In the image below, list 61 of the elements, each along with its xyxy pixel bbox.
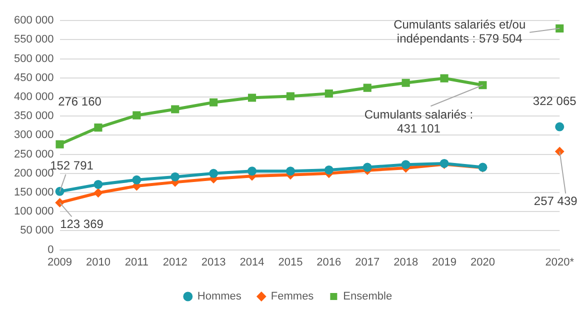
y-tick-label: 450 000 — [14, 72, 54, 84]
point — [324, 165, 334, 174]
y-tick-label: 150 000 — [14, 186, 54, 199]
x-tick-label: 2012 — [162, 256, 188, 268]
x-tick-label: 2019 — [432, 256, 457, 268]
annotation: 257 439 — [534, 194, 578, 208]
y-tick-label: 250 000 — [14, 148, 54, 160]
x-tick-label: 2017 — [355, 256, 380, 268]
point — [324, 90, 333, 98]
y-tick-label: 100 000 — [14, 206, 54, 218]
point — [94, 180, 103, 189]
y-tick-label: 0 — [48, 244, 54, 256]
x-tick-label: 2020 — [470, 256, 495, 268]
point — [56, 140, 64, 148]
x-tick-label: 2009 — [48, 256, 72, 268]
point — [286, 92, 295, 100]
x-tick-label: 2010 — [86, 256, 110, 268]
point — [170, 172, 180, 182]
x-tick-label: 2013 — [201, 256, 226, 268]
point — [210, 98, 218, 106]
point — [362, 162, 372, 172]
point — [55, 198, 64, 208]
y-tick-label: 550 000 — [14, 34, 54, 46]
y-tick-label: 350 000 — [14, 110, 54, 122]
point — [132, 111, 141, 120]
legend-label: Femmes — [270, 290, 314, 303]
x-tick-label: 2014 — [240, 256, 264, 268]
point — [171, 105, 180, 114]
x-tick-label: 2018 — [394, 256, 418, 268]
point — [209, 168, 218, 178]
point — [363, 84, 372, 92]
point — [132, 175, 142, 184]
point — [556, 24, 564, 32]
point — [248, 166, 257, 176]
point — [286, 166, 295, 176]
y-tick-label: 600 000 — [14, 14, 54, 27]
x-tick-label: 2020* — [545, 256, 575, 268]
annotation: Cumulants salariés : 431 101 — [364, 107, 474, 136]
annotation: 123 369 — [60, 216, 104, 231]
annotation: 322 065 — [532, 94, 577, 108]
legend-label: Hommes — [197, 290, 242, 303]
annotation: 276 160 — [58, 94, 102, 109]
y-tick-label: 300 000 — [14, 129, 54, 142]
y-tick-label: 50 000 — [20, 224, 54, 237]
point — [555, 122, 564, 132]
point — [478, 81, 487, 90]
point — [94, 188, 103, 198]
legend-label: Ensemble — [343, 290, 392, 303]
y-tick-label: 500 000 — [14, 52, 54, 65]
point — [94, 124, 102, 132]
point — [55, 186, 64, 196]
point — [248, 94, 256, 102]
x-tick-label: 2011 — [124, 256, 148, 268]
point — [402, 78, 410, 87]
annotation: Cumulants salariés et/ou indépendants : 579 504 — [394, 18, 526, 46]
x-tick-label: 2016 — [316, 256, 342, 268]
point — [440, 74, 448, 82]
y-tick-label: 200 000 — [14, 167, 54, 180]
y-tick-label: 400 000 — [14, 91, 54, 104]
x-tick-label: 2015 — [278, 256, 303, 268]
point — [401, 160, 410, 170]
